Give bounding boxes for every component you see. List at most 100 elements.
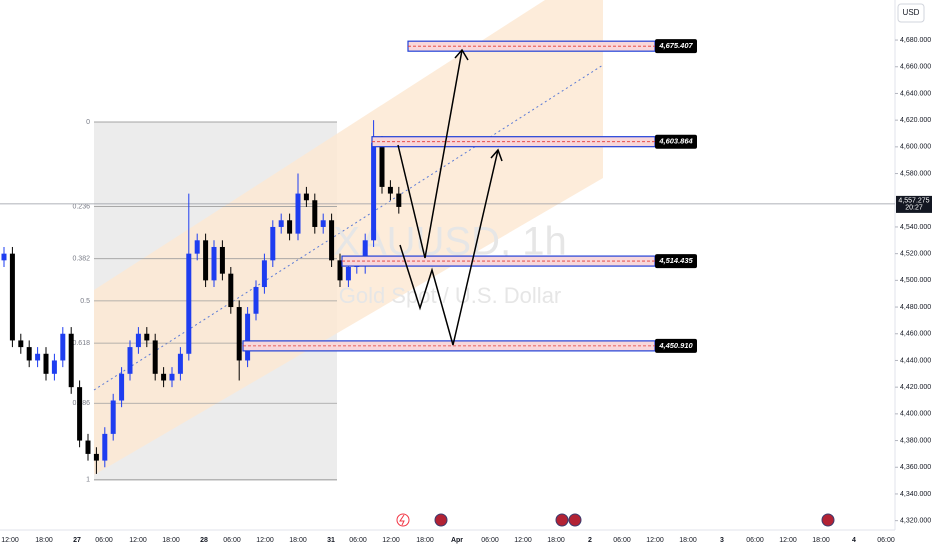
price-tick-label: 4,420.000	[900, 384, 931, 391]
arrow-head	[454, 48, 469, 61]
countdown: 20:27	[905, 205, 923, 212]
time-label: 28	[200, 537, 208, 544]
time-label: 18:00	[162, 537, 180, 544]
price-tick-label: 4,640.000	[900, 90, 931, 97]
channel-midline	[93, 64, 604, 391]
price-tick-label: 4,520.000	[900, 250, 931, 257]
time-label: 12:00	[1, 537, 19, 544]
price-tick-label: 4,380.000	[900, 437, 931, 444]
candle-body	[303, 193, 309, 201]
time-label: 06:00	[481, 537, 499, 544]
candle-body	[287, 220, 293, 234]
watermark-subtitle: Gold Spot / U.S. Dollar	[339, 283, 562, 308]
fib-label: 1	[86, 477, 90, 484]
candle-body	[186, 253, 192, 354]
candle-body	[60, 333, 66, 361]
time-label: 06:00	[746, 537, 764, 544]
price-tick-label: 4,580.000	[900, 170, 931, 177]
event-icon[interactable]	[555, 513, 569, 527]
fib-label: 0.382	[72, 256, 90, 263]
time-label: 12:00	[646, 537, 664, 544]
price-tick-label: 4,480.000	[900, 304, 931, 311]
time-label: 06:00	[877, 537, 895, 544]
candle-body	[236, 307, 242, 361]
event-icon[interactable]	[434, 513, 448, 527]
level-label: 4,603.864	[658, 137, 693, 146]
candle-body	[18, 340, 24, 348]
price-tick-label: 4,620.000	[900, 117, 931, 124]
time-label: 18:00	[35, 537, 53, 544]
candle-body	[219, 246, 225, 274]
time-label: 4	[852, 537, 856, 544]
projection-arrow	[397, 49, 463, 259]
price-tick-label: 4,340.000	[900, 491, 931, 498]
level-label: 4,450.910	[658, 341, 693, 350]
time-label: 12:00	[256, 537, 274, 544]
time-label: 18:00	[679, 537, 697, 544]
candle-body	[1, 253, 7, 261]
candle-body	[135, 333, 141, 348]
level-label: 4,514.435	[658, 256, 693, 265]
last-price-label: 4,557.275	[898, 198, 929, 205]
level-tag	[655, 134, 697, 149]
price-tick-label: 4,360.000	[900, 464, 931, 471]
candle-body	[51, 360, 57, 374]
candle-body	[144, 333, 150, 341]
candle-body	[43, 353, 49, 374]
time-label: 18:00	[547, 537, 565, 544]
event-icon[interactable]	[568, 513, 582, 527]
candle-body	[152, 340, 158, 374]
level-label: 4,675.407	[658, 41, 693, 50]
projection-arrow	[399, 149, 499, 346]
time-label: 31	[327, 537, 335, 544]
currency-button[interactable]	[897, 3, 925, 23]
candle-body	[77, 387, 83, 441]
level-tag	[655, 338, 697, 353]
candle-body	[127, 347, 133, 374]
time-label: 12:00	[129, 537, 147, 544]
candle-body	[387, 186, 393, 194]
candle-body	[203, 240, 209, 281]
candle-body	[85, 440, 91, 454]
time-label: 3	[720, 537, 724, 544]
candle-body	[9, 253, 15, 341]
candle-body	[371, 142, 377, 241]
event-icon[interactable]	[396, 513, 410, 527]
time-label: 06:00	[95, 537, 113, 544]
price-tick-label: 4,460.000	[900, 331, 931, 338]
candle-body	[261, 260, 267, 288]
price-tick-label: 4,320.000	[900, 517, 931, 524]
time-label: 06:00	[613, 537, 631, 544]
time-label: Apr	[451, 537, 463, 544]
candle-body	[35, 353, 41, 361]
price-tick-label: 4,400.000	[900, 411, 931, 418]
candle-body	[320, 220, 326, 227]
candle-body	[362, 240, 368, 265]
channel	[94, 0, 603, 475]
candle-body	[228, 273, 234, 308]
price-tick-label: 4,600.000	[900, 144, 931, 151]
candle-body	[177, 353, 183, 374]
candle-body	[93, 453, 99, 461]
time-label: 18:00	[416, 537, 434, 544]
candle-body	[278, 220, 284, 227]
candle-body	[295, 193, 301, 234]
candle-body	[68, 333, 74, 388]
price-tick-label: 4,440.000	[900, 357, 931, 364]
candle-body	[161, 373, 167, 381]
price-tick-label: 4,680.000	[900, 37, 931, 44]
time-label: 06:00	[223, 537, 241, 544]
fib-label: 0	[86, 119, 90, 126]
time-label: 12:00	[779, 537, 797, 544]
candle-body	[253, 287, 259, 314]
fib-label: 0.618	[72, 340, 90, 347]
event-icon[interactable]	[821, 513, 835, 527]
candle-body	[26, 347, 32, 361]
candle-body	[312, 200, 318, 227]
candle-body	[102, 433, 108, 461]
price-tick-label: 4,500.000	[900, 277, 931, 284]
candle-body	[337, 260, 343, 281]
candle-body	[396, 193, 402, 207]
candle-body	[245, 313, 251, 361]
